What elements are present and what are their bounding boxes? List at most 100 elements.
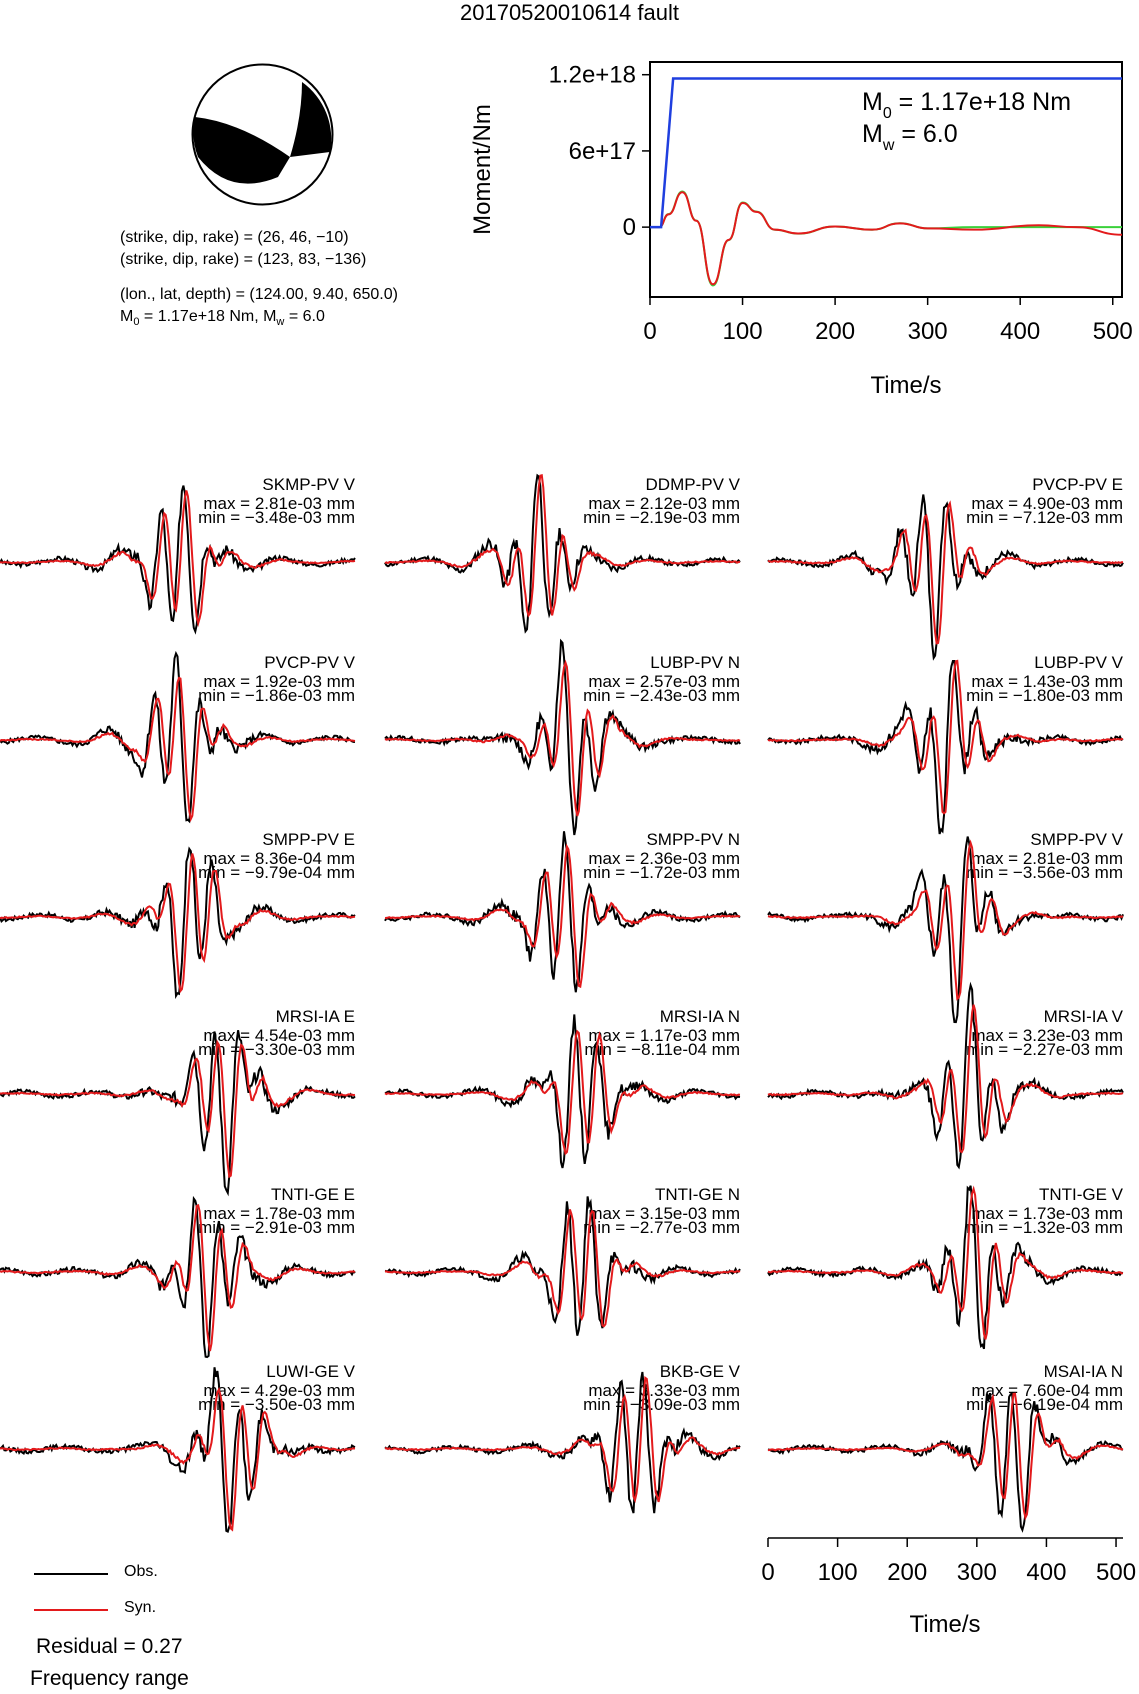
max-label: max = 2.36e-03 mm <box>588 849 740 868</box>
wave-x-tick-label: 500 <box>1096 1559 1136 1586</box>
max-label: max = 2.57e-03 mm <box>588 672 740 691</box>
moment-red-line <box>649 191 1123 286</box>
min-label: min = −2.19e-03 mm <box>583 508 740 527</box>
syn-trace <box>0 1204 356 1352</box>
figure-title: 20170520010614 fault <box>460 0 679 25</box>
x-tick-label: 0 <box>643 318 656 345</box>
syn-trace <box>0 1039 356 1179</box>
moment-text: M0 = 1.17e+18 Nm, Mw = 6.0 <box>120 307 325 332</box>
station-label: MRSI-IA E <box>276 1007 355 1026</box>
station-label: TNTI-GE V <box>1039 1185 1124 1204</box>
moment-prefix: M <box>120 308 134 325</box>
syn-trace <box>767 1185 1123 1340</box>
x-tick-label: 500 <box>1093 318 1133 345</box>
syn-trace <box>384 1375 741 1504</box>
station-label: SMPP-PV N <box>646 830 740 849</box>
min-label: min = −3.56e-03 mm <box>966 863 1123 882</box>
syn-trace <box>0 853 356 994</box>
wave-x-tick-label: 0 <box>761 1559 774 1586</box>
syn-trace <box>767 500 1123 645</box>
moment-mid: = 1.17e+18 Nm, M <box>139 308 277 325</box>
syn-trace <box>384 659 741 817</box>
residual-text: Residual = 0.27 <box>36 1635 183 1658</box>
min-label: min = −1.32e-03 mm <box>966 1218 1123 1237</box>
station-label: MRSI-IA V <box>1044 1007 1124 1026</box>
max-label: max = 3.23e-03 mm <box>971 1026 1123 1045</box>
y-tick-label: 0 <box>623 214 636 241</box>
max-label: max = 2.81e-03 mm <box>971 849 1123 868</box>
wave-x-tick-label: 200 <box>887 1559 927 1586</box>
syn-trace <box>384 1029 741 1156</box>
station-label: TNTI-GE N <box>655 1185 740 1204</box>
obs-trace <box>0 485 356 635</box>
legend-obs-line <box>34 1573 108 1575</box>
syn-trace <box>767 659 1124 815</box>
moment-chart: 1.2e+18 6e+17 0 0 100 200 300 400 500 Time/s Momen… <box>469 61 1133 399</box>
legend-syn: Syn. <box>124 1599 157 1616</box>
max-label: max = 4.29e-03 mm <box>203 1381 355 1400</box>
syn-trace <box>384 474 741 618</box>
station-label: DDMP-PV V <box>646 475 741 494</box>
min-label: min = −3.48e-03 mm <box>198 508 355 527</box>
station-label: TNTI-GE E <box>271 1185 355 1204</box>
moment-tail: = 6.0 <box>284 308 325 325</box>
nodal-plane-2: (strike, dip, rake) = (123, 83, −136) <box>120 251 367 268</box>
max-label: max = 8.36e-04 mm <box>203 849 355 868</box>
mw-annotation: Mw = 6.0 <box>862 120 958 154</box>
max-label: max = 1.73e-03 mm <box>971 1204 1123 1223</box>
y-tick-label: 6e+17 <box>569 138 636 165</box>
x-tick-label: 100 <box>723 318 763 345</box>
min-label: min = −8.11e-04 mm <box>584 1040 740 1059</box>
m0-annotation: M0 = 1.17e+18 Nm <box>862 88 1071 122</box>
obs-trace <box>384 1196 741 1336</box>
syn-trace <box>767 1392 1124 1521</box>
max-label: max = 1.43e-03 mm <box>971 672 1123 691</box>
min-label: min = −3.09e-03 mm <box>583 1395 740 1414</box>
max-label: max = 2.12e-03 mm <box>588 494 740 513</box>
station-label: SKMP-PV V <box>262 475 355 494</box>
station-label: MSAI-IA N <box>1044 1362 1123 1381</box>
min-label: min = −2.43e-03 mm <box>583 686 740 705</box>
station-label: LUBP-PV N <box>650 653 740 672</box>
max-label: max = 1.17e-03 mm <box>588 1026 740 1045</box>
syn-trace <box>0 1386 356 1532</box>
min-label: min = −2.27e-03 mm <box>966 1040 1123 1059</box>
wave-x-axis-label: Time/s <box>909 1611 980 1638</box>
min-label: min = −3.30e-03 mm <box>198 1040 355 1059</box>
nodal-plane-1: (strike, dip, rake) = (26, 46, −10) <box>120 229 349 246</box>
frequency-range-text: Frequency range <box>30 1667 189 1690</box>
station-label: PVCP-PV V <box>264 653 355 672</box>
moment-curve <box>650 77 1122 229</box>
x-tick-label: 200 <box>815 318 855 345</box>
location-text: (lon., lat, depth) = (124.00, 9.40, 650.… <box>120 286 398 303</box>
station-label: LUWI-GE V <box>266 1362 355 1381</box>
y-axis-label: Moment/Nm <box>469 104 496 235</box>
moment-sub2: w <box>276 316 285 329</box>
min-label: min = −1.86e-03 mm <box>198 686 355 705</box>
legend-obs: Obs. <box>124 1563 158 1580</box>
legend-syn-line <box>34 1609 108 1611</box>
min-label: min = −3.50e-03 mm <box>198 1395 355 1414</box>
station-label: BKB-GE V <box>660 1362 741 1381</box>
y-tick-label: 1.2e+18 <box>549 62 636 89</box>
min-label: min = −1.72e-03 mm <box>583 863 740 882</box>
syn-trace <box>767 839 1124 1001</box>
syn-trace <box>0 676 356 823</box>
syn-trace <box>384 843 741 989</box>
